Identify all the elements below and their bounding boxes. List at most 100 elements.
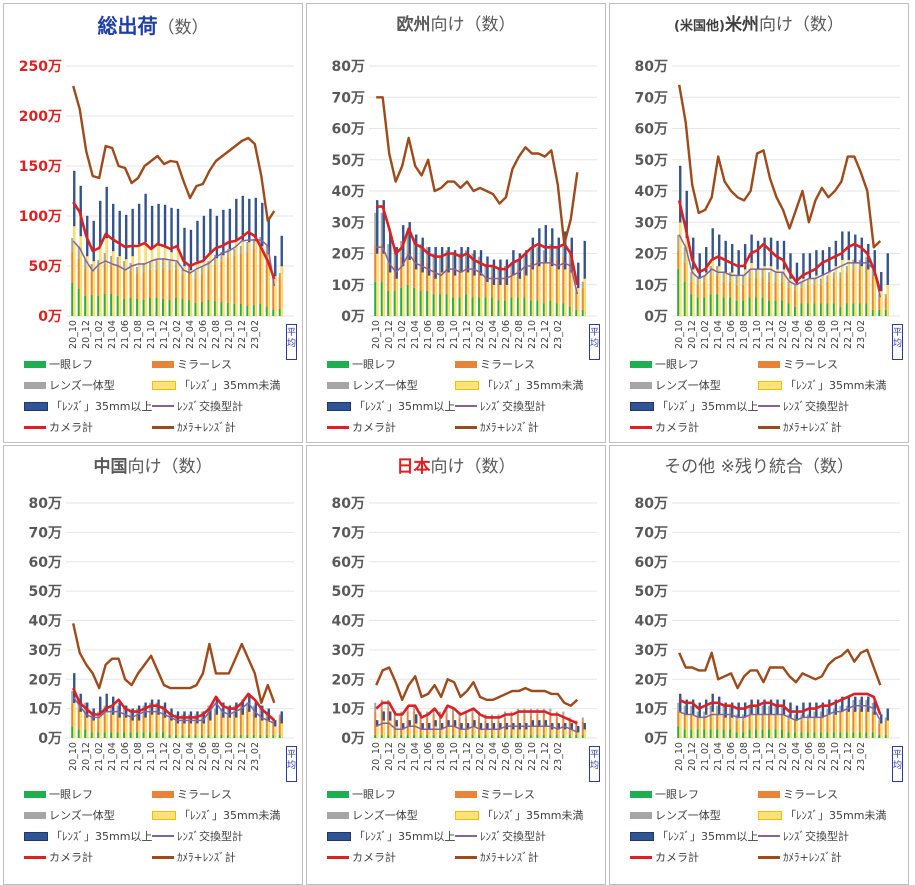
bar-segment — [880, 290, 883, 317]
bar-segment — [118, 702, 121, 718]
bar-segment — [679, 711, 682, 739]
bar-segment — [800, 303, 803, 316]
bar-segment — [544, 726, 548, 739]
bar-segment — [479, 723, 483, 730]
average-label-box: 平均 — [589, 324, 600, 360]
bar-segment — [123, 261, 126, 271]
bar-segment — [415, 714, 418, 724]
bar-segment — [743, 243, 747, 270]
bar-segment — [490, 735, 493, 738]
bar-segment — [174, 270, 177, 298]
bar-segment — [187, 300, 190, 316]
bar-segment — [453, 275, 457, 317]
bar-segment — [847, 711, 851, 739]
bar-segment — [718, 234, 721, 267]
bar-segment — [252, 735, 255, 738]
bar-segment — [729, 705, 732, 715]
x-tick-label: 22_12 — [843, 320, 854, 349]
x-tick-label: 22_08 — [817, 742, 828, 771]
bar-segment — [265, 255, 268, 307]
bar-segment — [709, 294, 712, 316]
bar-segment — [124, 717, 128, 739]
bar-segment — [421, 723, 424, 730]
bar-segment — [274, 726, 277, 739]
x-tick-label: 22_02 — [778, 320, 789, 349]
bar-segment — [490, 720, 493, 736]
legend-item-mirrorless: ミラーレス — [152, 356, 232, 372]
bar-segment — [176, 723, 180, 739]
bar-segment — [735, 732, 738, 738]
bar-segment — [692, 714, 695, 739]
x-tick-label: 22_12 — [237, 742, 248, 771]
bar-segment — [692, 268, 695, 317]
bar-segment — [834, 714, 838, 739]
bar-segment — [406, 284, 409, 316]
bar-segment — [724, 717, 727, 739]
bar-segment — [439, 256, 442, 273]
y-tick-label: 10万 — [332, 702, 365, 718]
y-tick-label: 0万 — [341, 309, 365, 325]
bar-segment — [776, 268, 779, 317]
bar-segment — [419, 291, 422, 316]
legend-swatch — [455, 835, 477, 837]
bar-segment — [471, 253, 474, 270]
bar-segment — [150, 248, 154, 317]
bar-segment — [267, 720, 270, 739]
bar-segment — [525, 275, 528, 317]
bar-segment — [181, 299, 184, 316]
bar-segment — [845, 266, 848, 273]
y-tick-label: 20万 — [635, 247, 668, 263]
x-tick-label: 22_04 — [791, 742, 802, 771]
bar-segment — [274, 720, 277, 727]
bar-segment — [774, 714, 777, 730]
bar-segment — [400, 256, 403, 288]
bar-segment — [465, 266, 468, 295]
bar-segment — [529, 735, 532, 738]
bar-segment — [189, 723, 193, 739]
bar-segment — [555, 247, 558, 260]
legend-swatch — [327, 381, 349, 389]
bar-segment — [743, 268, 747, 317]
bar-segment — [187, 735, 190, 738]
bar-segment — [413, 711, 416, 736]
bar-segment — [724, 272, 727, 317]
bar-segment — [518, 729, 522, 739]
bar-segment — [828, 272, 831, 317]
bar-segment — [499, 259, 502, 285]
bar-segment — [813, 717, 816, 733]
bar-segment — [750, 714, 753, 739]
bar-segment — [581, 309, 584, 316]
legend-swatch — [758, 855, 780, 859]
bar-segment — [555, 735, 558, 738]
legend-label: ﾚﾝｽﾞ交換型計 — [480, 400, 546, 413]
bar-segment — [239, 735, 242, 738]
bar-segment — [570, 723, 573, 730]
y-tick-label: 70万 — [635, 525, 668, 541]
bar-segment — [272, 720, 275, 736]
bar-segment — [471, 708, 474, 715]
bar-segment — [400, 717, 403, 736]
bar-segment — [492, 723, 496, 730]
bar-segment — [233, 249, 236, 256]
bar-segment — [174, 298, 177, 316]
bar-segment — [163, 717, 167, 739]
bar-segment — [157, 242, 160, 317]
bar-segment — [787, 303, 790, 316]
x-tick-label: 21_10 — [146, 742, 157, 771]
bar-segment — [709, 705, 712, 715]
bar-segment — [84, 259, 87, 269]
y-tick-label: 0万 — [341, 731, 365, 747]
x-tick-label: 20_10 — [674, 742, 685, 771]
bar-segment — [136, 299, 139, 316]
bar-segment — [105, 237, 108, 317]
bar-segment — [813, 303, 816, 316]
bar-segment — [819, 717, 822, 733]
bar-segment — [696, 297, 699, 316]
bar-segment — [419, 244, 422, 263]
bar-segment — [235, 717, 238, 739]
bar-segment — [222, 702, 225, 718]
bar-segment — [477, 256, 480, 273]
bar-segment — [523, 253, 526, 266]
y-tick-label: 70万 — [29, 525, 62, 541]
legend-label: ｶﾒﾗ+ﾚﾝｽﾞ計 — [480, 851, 539, 864]
